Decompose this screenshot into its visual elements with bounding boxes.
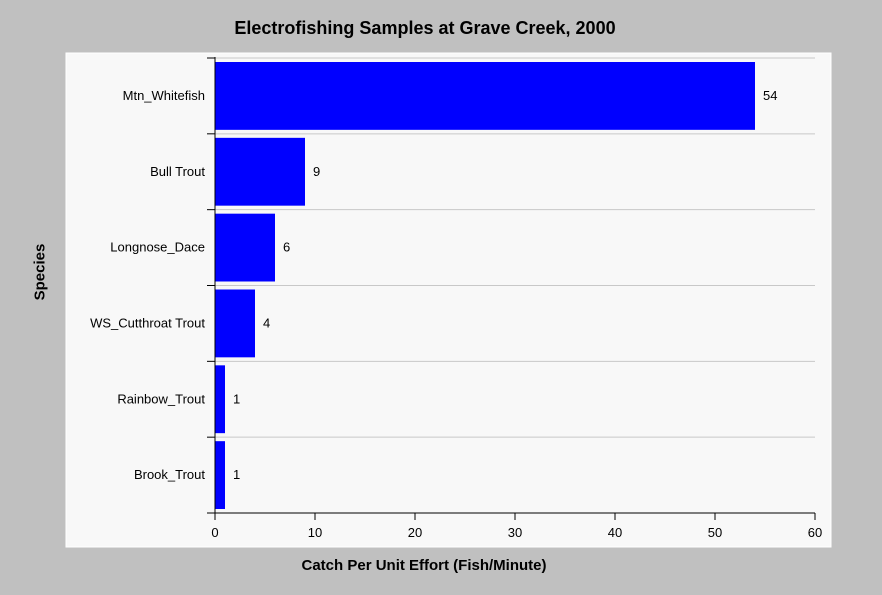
x-tick-label: 40 — [608, 525, 622, 540]
y-axis-title: Species — [31, 243, 49, 301]
data-label: 1 — [233, 467, 240, 482]
x-tick-label: 60 — [808, 525, 822, 540]
bars — [215, 62, 755, 509]
category-label: Longnose_Dace — [110, 240, 205, 255]
x-tick-label: 30 — [508, 525, 522, 540]
bar — [215, 62, 755, 130]
data-label: 9 — [313, 164, 320, 179]
chart-title: Electrofishing Samples at Grave Creek, 2… — [234, 18, 616, 38]
data-label: 4 — [263, 315, 270, 330]
bar — [215, 365, 225, 434]
category-label: Mtn_Whitefish — [123, 88, 205, 103]
category-label: Brook_Trout — [134, 467, 205, 482]
data-label: 6 — [283, 240, 290, 255]
data-label: 54 — [763, 88, 777, 103]
plot-panel — [65, 52, 832, 548]
x-tick-label: 50 — [708, 525, 722, 540]
x-axis-title: Catch Per Unit Effort (Fish/Minute) — [301, 557, 547, 574]
data-label: 1 — [233, 391, 240, 406]
x-tick-label: 0 — [211, 525, 218, 540]
bar — [215, 289, 255, 358]
bar — [215, 441, 225, 509]
category-label: Rainbow_Trout — [117, 391, 205, 406]
axes — [207, 57, 816, 520]
bar — [215, 213, 275, 282]
x-tick-label: 20 — [408, 525, 422, 540]
labels: Mtn_Whitefish 54 Bull Trout 9 Longnose_Dace 6… — [90, 88, 822, 540]
category-label: Bull Trout — [150, 164, 205, 179]
x-tick-label: 10 — [308, 525, 322, 540]
bar — [215, 137, 305, 206]
category-label: WS_Cutthroat Trout — [90, 315, 205, 330]
